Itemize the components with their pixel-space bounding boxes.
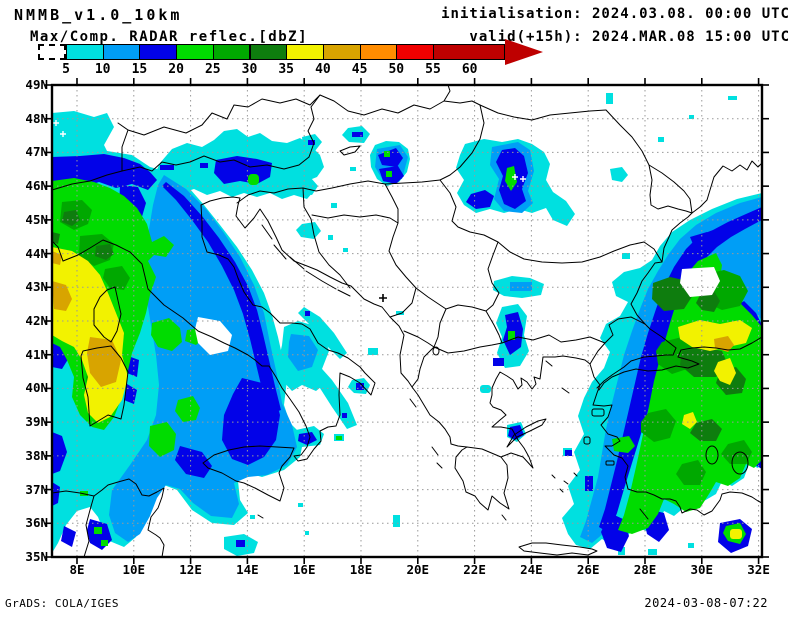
- colorbar-value-label: 30: [241, 62, 258, 77]
- colorbar-value-label: 15: [131, 62, 148, 77]
- coastlines-and-borders: [51, 84, 763, 558]
- colorbar-cell: [322, 44, 361, 60]
- lon-tick-label: 24E: [520, 562, 543, 577]
- plot-timestamp: 2024-03-08-07:22: [644, 596, 768, 610]
- colorbar-value-label: 25: [204, 62, 221, 77]
- lat-tick-label: 35N: [25, 548, 48, 564]
- lon-tick-label: 32E: [747, 562, 770, 577]
- colorbar-overflow-arrow-icon: [504, 39, 543, 65]
- colorbar-cell: [139, 44, 178, 60]
- max-value-cross-icons: [53, 120, 526, 182]
- lat-tick-label: 41N: [25, 346, 48, 362]
- colorbar-value-label: 20: [168, 62, 184, 77]
- lat-tick-label: 46N: [25, 178, 48, 194]
- model-title: NMMB_v1.0_10km: [14, 6, 183, 24]
- lat-tick-label: 39N: [25, 414, 48, 430]
- lon-tick-label: 18E: [349, 562, 373, 577]
- dbz-colorbar-legend: 5 10 15 20 25 30 35 40 45 50 55 60: [0, 0, 800, 80]
- colorbar-cell: [66, 44, 104, 60]
- lon-tick-label: 16E: [292, 562, 316, 577]
- lat-tick-label: 40N: [25, 380, 48, 396]
- lat-tick-label: 48N: [25, 110, 48, 126]
- colorbar-cell: [359, 44, 398, 60]
- colorbar-value-label: 45: [351, 62, 368, 77]
- colorbar-cell: [102, 44, 141, 60]
- lon-tick-label: 20E: [406, 562, 430, 577]
- colorbar-value-label: 5: [62, 62, 70, 77]
- lat-tick-label: 36N: [25, 515, 48, 531]
- colorbar-value-label: 40: [315, 62, 331, 77]
- lat-tick-label: 49N: [25, 77, 48, 92]
- field-subtitle: Max/Comp. RADAR reflec.[dbZ]: [30, 29, 309, 45]
- colorbar-cell: [176, 44, 214, 60]
- lat-tick-label: 45N: [25, 211, 48, 227]
- lon-tick-label: 22E: [463, 562, 486, 577]
- axis-tick-marks: [45, 78, 769, 564]
- colorbar-underflow-cell: [38, 44, 66, 60]
- lat-tick-label: 43N: [25, 279, 48, 295]
- lon-tick-label: 28E: [633, 562, 657, 577]
- lon-tick-label: 30E: [690, 562, 714, 577]
- valid-time: valid(+15h): 2024.MAR.08 15:00 UTC: [469, 29, 790, 45]
- radar-shading: [52, 93, 762, 556]
- colorbar-cell: [212, 44, 251, 60]
- colorbar-cell: [433, 44, 505, 60]
- lat-tick-label: 42N: [25, 312, 48, 328]
- lon-tick-label: 14E: [236, 562, 259, 577]
- colorbar-cell: [249, 44, 288, 60]
- colorbar-cell: [396, 44, 434, 60]
- initialisation-time: initialisation: 2024.03.08. 00:00 UTC: [441, 6, 790, 22]
- lon-tick-label: 8E: [69, 562, 85, 577]
- colorbar-cell: [286, 44, 324, 60]
- lat-tick-label: 47N: [25, 144, 48, 160]
- colorbar-value-label: 50: [388, 62, 405, 77]
- colorbar-value-label: 35: [278, 62, 295, 77]
- lat-tick-label: 37N: [25, 481, 48, 497]
- lat-lon-gridlines: [52, 85, 762, 557]
- station-cross-marker: [379, 294, 387, 302]
- radar-map-canvas: [45, 78, 769, 564]
- colorbar-value-label: 60: [461, 62, 478, 77]
- lon-tick-label: 10E: [122, 562, 146, 577]
- grads-credit: GrADS: COLA/IGES: [5, 597, 119, 610]
- lat-tick-label: 44N: [25, 245, 48, 261]
- colorbar-value-label: 10: [94, 62, 111, 77]
- lon-tick-label: 26E: [576, 562, 600, 577]
- colorbar-value-label: 55: [425, 62, 441, 77]
- lon-tick-label: 12E: [179, 562, 202, 577]
- lat-tick-label: 38N: [25, 447, 48, 463]
